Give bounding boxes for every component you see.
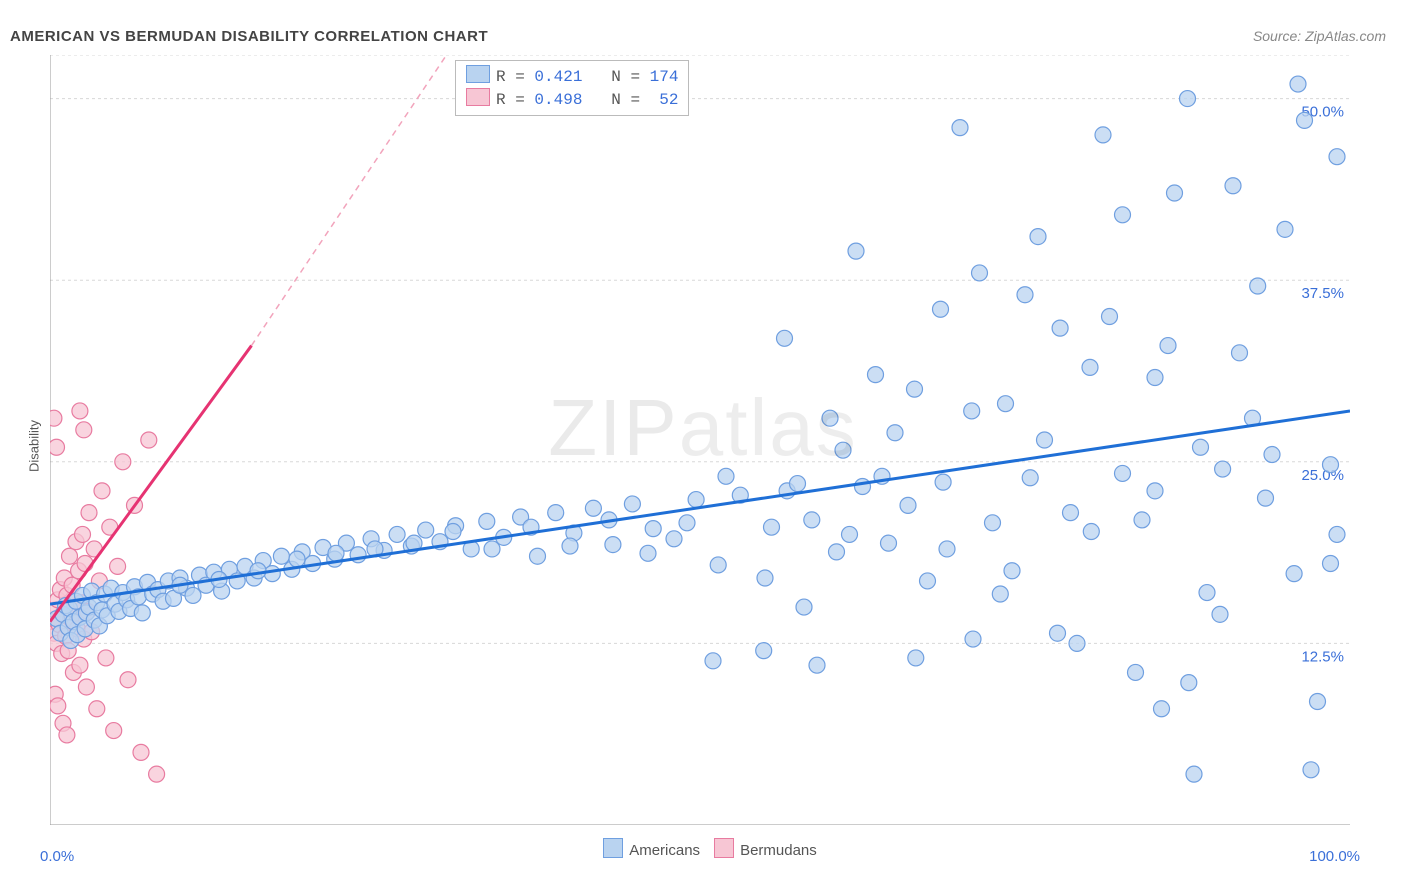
x-axis-max-label: 100.0% [1309,848,1360,865]
legend-swatch [466,65,490,83]
n-value: 174 [650,68,679,86]
n-label: N = [611,91,640,109]
r-label: R = [496,68,525,86]
source-attribution: Source: ZipAtlas.com [1253,28,1386,44]
y-axis-label: Disability [27,420,42,472]
stats-legend-row: R = 0.498 N = 52 [466,88,678,111]
stats-legend-row: R = 0.421 N = 174 [466,65,678,88]
chart-container: AMERICAN VS BERMUDAN DISABILITY CORRELAT… [0,0,1406,892]
legend-swatch [466,88,490,106]
r-label: R = [496,91,525,109]
x-axis-min-label: 0.0% [40,848,74,865]
svg-text:12.5%: 12.5% [1301,648,1344,665]
stats-legend: R = 0.421 N = 174R = 0.498 N = 52 [455,60,689,116]
r-value: 0.421 [534,68,582,86]
n-label: N = [611,68,640,86]
svg-text:37.5%: 37.5% [1301,285,1344,302]
chart-title: AMERICAN VS BERMUDAN DISABILITY CORRELAT… [10,28,488,45]
scatter-plot: 12.5%25.0%37.5%50.0% [50,55,1350,825]
n-value: 52 [650,91,679,109]
r-value: 0.498 [534,91,582,109]
x-axis-labels: 0.0% 100.0% [50,848,1350,878]
